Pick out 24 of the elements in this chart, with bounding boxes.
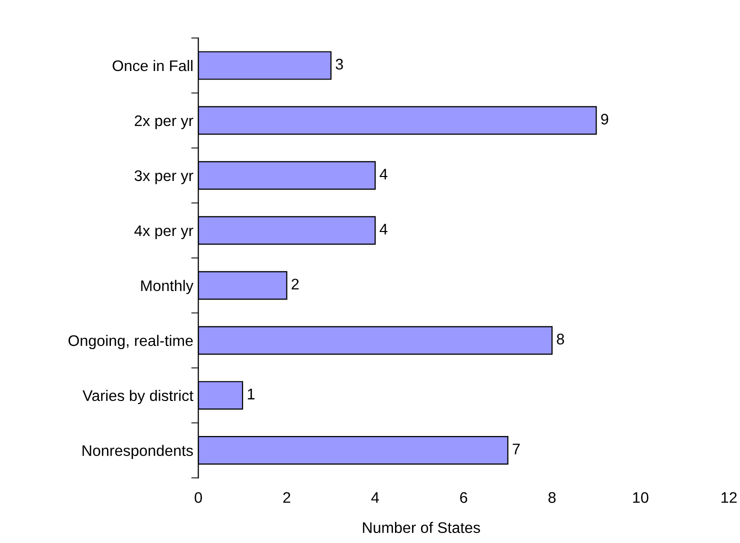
y-tick-label: 3x per yr <box>134 170 194 184</box>
x-tick-label: 0 <box>194 492 202 503</box>
x-axis-title: Number of States <box>362 522 480 534</box>
data-label: 9 <box>601 114 608 125</box>
data-label: 7 <box>512 444 520 454</box>
x-tick-label: 12 <box>722 492 737 503</box>
y-tick-label: Once in Fall <box>112 60 192 72</box>
data-label: 4 <box>380 168 388 180</box>
y-tick-label: 4x per yr <box>134 225 194 240</box>
y-tick-label: Ongoing, real-time <box>68 334 193 350</box>
data-label: 8 <box>556 334 564 344</box>
data-label: 2 <box>292 278 299 290</box>
y-tick-label: Nonrespondents <box>82 444 193 460</box>
data-label: 1 <box>248 388 254 400</box>
x-tick-label: 8 <box>548 492 556 503</box>
y-tick-label: Monthly <box>141 280 194 294</box>
x-tick-label: 4 <box>371 492 379 503</box>
y-tick-label: 2x per yr <box>134 115 194 130</box>
data-label: 4 <box>380 224 388 234</box>
data-label: 3 <box>336 58 343 70</box>
x-tick-label: 2 <box>283 492 290 503</box>
x-tick-label: 10 <box>633 492 648 503</box>
x-tick-label: 6 <box>460 492 468 503</box>
y-tick-label: Varies by district <box>82 390 194 404</box>
